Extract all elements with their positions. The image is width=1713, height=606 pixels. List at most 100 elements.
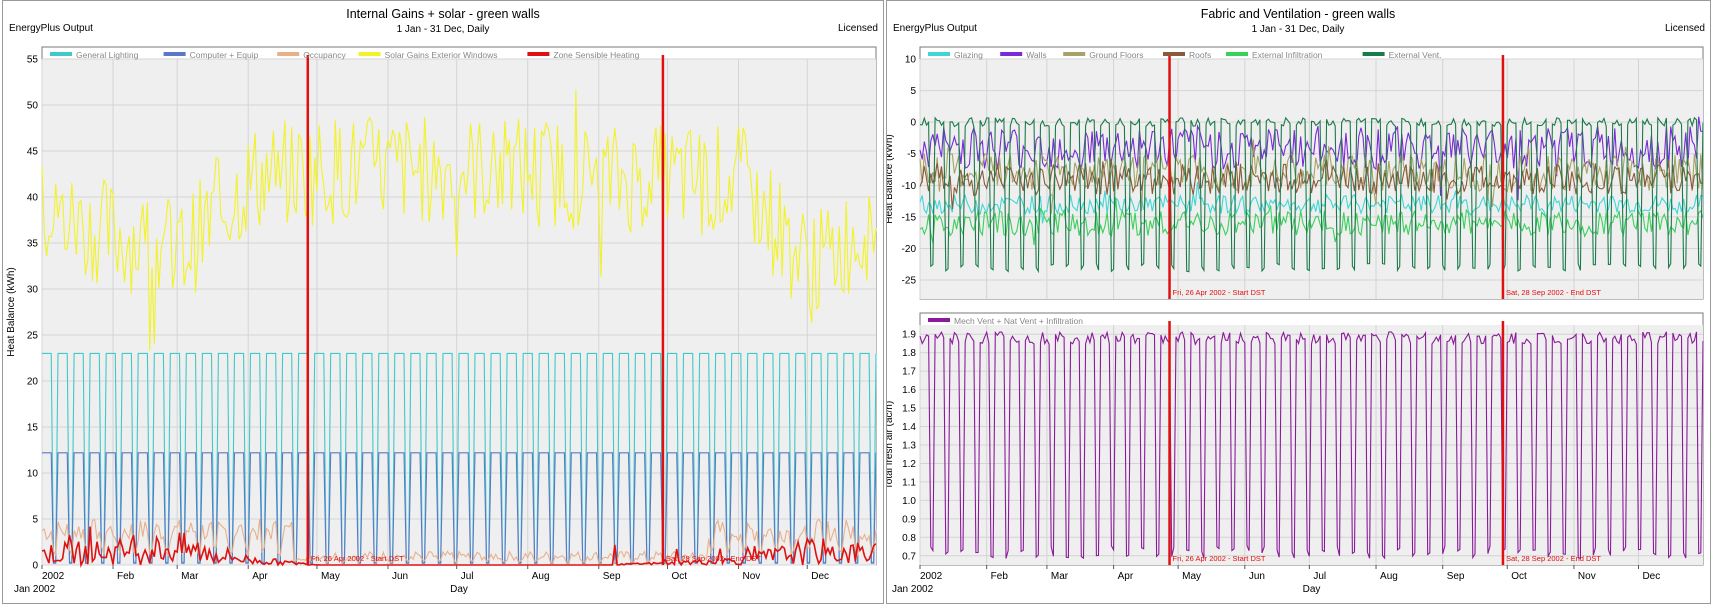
series-line-0: [919, 330, 1704, 560]
legend-swatch: [277, 52, 300, 56]
x-tick-label: Feb: [991, 571, 1009, 582]
y-axis-label: Total fresh air (ac/h): [887, 401, 895, 489]
x-tick-label: Dec: [1642, 571, 1660, 582]
source-label: EnergyPlus Output: [9, 23, 93, 34]
y-tick-label: 10: [905, 55, 917, 66]
plot-area: 10 5 0 -5 -10 -15 -20 -25 Fri, 26 Apr 2002 - Sta…: [887, 46, 1704, 300]
series-line-3: [41, 89, 877, 351]
x-tick-label: Mar: [181, 571, 199, 582]
x-tick-label: Feb: [117, 571, 135, 582]
y-tick-label: 1.8: [902, 348, 916, 359]
x-tick-label: 2002: [42, 571, 65, 582]
y-tick-label: 0: [32, 561, 38, 572]
y-tick-label: 1.0: [902, 496, 916, 507]
y-tick-label: -10: [902, 181, 917, 192]
y-tick-label: -25: [902, 276, 917, 287]
legend-entry: Glazing: [954, 50, 983, 60]
x-tick-label: Sep: [603, 571, 621, 582]
y-tick-label: 15: [27, 423, 39, 434]
chart-subtitle: 1 Jan - 31 Dec, Daily: [1252, 24, 1345, 35]
dst-label: Fri, 26 Apr 2002 - Start DST: [1173, 554, 1266, 563]
chart-title: Internal Gains + solar - green walls: [346, 7, 540, 21]
fabric-ventilation-chart: Fabric and Ventilation - green walls 1 J…: [887, 7, 1705, 595]
legend-entry: Mech Vent + Nat Vent + Infiltration: [954, 316, 1083, 326]
x-tick-label: Dec: [811, 571, 829, 582]
x-tick-label: Jun: [392, 571, 408, 582]
x-tick-label: Sep: [1447, 571, 1465, 582]
dst-label: Sat, 28 Sep 2002 - End DST: [1506, 554, 1601, 563]
y-tick-label: 1.4: [902, 422, 916, 433]
legend-swatch: [928, 52, 950, 56]
legend-swatch: [1063, 52, 1086, 56]
legend-entry: Solar Gains Exterior Windows: [385, 50, 498, 60]
year-label: Jan 2002: [14, 584, 56, 595]
y-tick-label: 5: [910, 86, 916, 97]
dst-label: Fri, 26 Apr 2002 - Start DST: [1173, 288, 1266, 297]
x-tick-label: Jul: [1313, 571, 1326, 582]
x-tick-label: Mar: [1051, 571, 1069, 582]
chart-title: Fabric and Ventilation - green walls: [1201, 7, 1396, 21]
dst-label: Fri, 26 Apr 2002 - Start DST: [311, 554, 404, 563]
legend-swatch: [163, 52, 186, 56]
y-tick-label: 35: [27, 239, 39, 250]
x-tick-label: Jul: [461, 571, 474, 582]
dst-label: Sat, 28 Sep 2002 - End DST: [1506, 288, 1601, 297]
y-tick-label: 5: [32, 515, 38, 526]
x-tick-label: Nov: [743, 571, 761, 582]
y-axis-label: Heat Balance (kWh): [887, 134, 895, 223]
y-tick-label: 0.9: [902, 514, 916, 525]
y-tick-label: 1.7: [902, 367, 916, 378]
x-tick-label: Apr: [1118, 571, 1134, 582]
year-label: Jan 2002: [892, 584, 934, 595]
source-label: EnergyPlus Output: [893, 23, 977, 34]
y-tick-label: 0.8: [902, 533, 916, 544]
license-label: Licensed: [838, 23, 878, 34]
legend-swatch: [1163, 52, 1185, 56]
x-axis-label: Day: [450, 584, 468, 595]
y-tick-label: 40: [27, 193, 39, 204]
x-tick-label: Jun: [1249, 571, 1265, 582]
y-tick-label: 10: [27, 469, 39, 480]
plot-background: [42, 59, 876, 565]
dst-label: Sat, 28 Sep 2002 - End DST: [666, 554, 761, 563]
legend-entry: General Lighting: [76, 50, 139, 60]
y-tick-label: 1.5: [902, 404, 916, 415]
series-line-4: [41, 526, 877, 568]
y-tick-label: -15: [902, 212, 917, 223]
series-line-0: [42, 352, 877, 563]
y-axis-label: Heat Balance (kWh): [6, 267, 17, 356]
internal-gains-chart: Internal Gains + solar - green walls 1 J…: [6, 7, 878, 595]
y-tick-label: 30: [27, 285, 39, 296]
legend-entry: Occupancy: [303, 50, 346, 60]
right-panel: Fabric and Ventilation - green walls 1 J…: [886, 0, 1711, 604]
series-line-3: [919, 158, 1704, 210]
y-tick-label: -5: [907, 149, 916, 160]
y-tick-label: 25: [27, 331, 39, 342]
legend-entry: Computer + Equip: [190, 50, 259, 60]
legend-entry: External Vent.: [1389, 50, 1442, 60]
legend-swatch: [527, 52, 550, 56]
legend-swatch: [1226, 52, 1248, 56]
x-tick-label: May: [321, 571, 340, 582]
x-axis-label: Day: [1303, 584, 1321, 595]
x-tick-label: Oct: [672, 571, 688, 582]
x-tick-label: Aug: [532, 571, 550, 582]
x-tick-label: Aug: [1380, 571, 1398, 582]
x-tick-label: May: [1182, 571, 1201, 582]
series-line-5: [919, 116, 1704, 274]
x-tick-label: Apr: [252, 571, 268, 582]
y-tick-label: 0: [910, 118, 916, 129]
y-tick-label: -20: [902, 244, 917, 255]
y-tick-label: 50: [27, 101, 39, 112]
y-tick-label: 1.9: [902, 330, 916, 341]
y-tick-label: 0.7: [902, 551, 916, 562]
legend-swatch: [358, 52, 381, 56]
legend-swatch: [1362, 52, 1385, 56]
legend-swatch: [50, 52, 72, 56]
plot-area: 0 5 10 15 20 25 30 35 40 45 50 55 Fri, 26 Apr 2002 -…: [6, 46, 877, 595]
x-tick-label: Oct: [1511, 571, 1527, 582]
y-tick-label: 1.2: [902, 459, 916, 470]
legend-entry: Ground Floors: [1089, 50, 1143, 60]
y-tick-label: 1.6: [902, 385, 916, 396]
